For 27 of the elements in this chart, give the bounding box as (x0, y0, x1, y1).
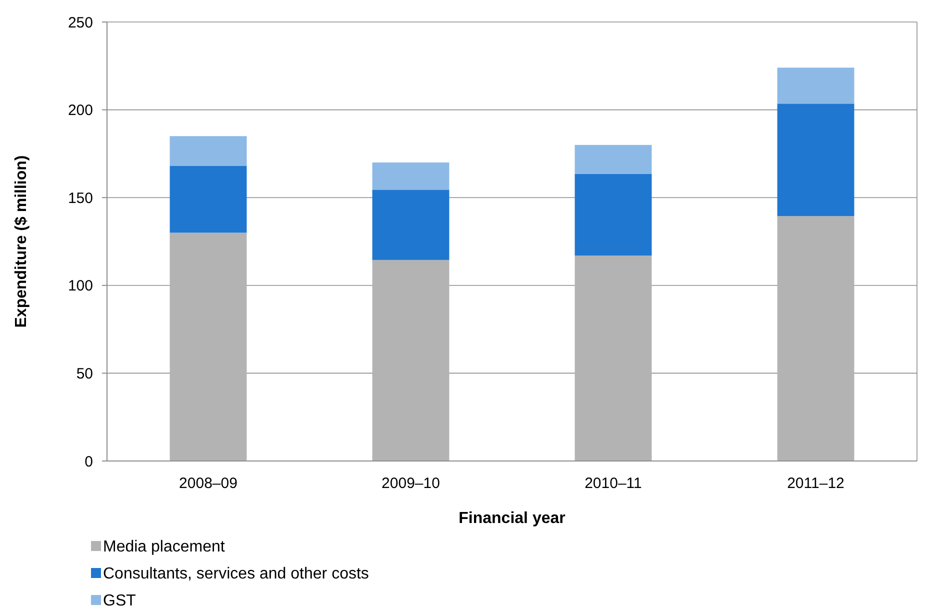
bar (574, 144, 652, 174)
y-tick-label: 150 (68, 190, 93, 207)
bar (372, 260, 450, 461)
y-tick-label: 50 (76, 365, 93, 382)
bar (777, 68, 854, 104)
y-tick-label: 0 (84, 453, 93, 470)
x-tick-label: 2009–10 (382, 475, 440, 492)
bar (777, 104, 854, 216)
bar (574, 256, 652, 461)
bar (574, 174, 652, 256)
x-tick-label: 2011–12 (787, 475, 844, 492)
y-tick-label: 200 (68, 102, 93, 120)
x-tick-label: 2008–09 (179, 475, 238, 492)
x-tick-label: 2010–11 (584, 475, 642, 492)
bar (170, 166, 247, 233)
bar (777, 216, 854, 461)
legend-label: Consultants, services and other costs (103, 566, 369, 583)
legend-label: Media placement (103, 538, 226, 556)
legend-label: GST (103, 592, 136, 610)
y-axis-title: Expenditure ($ million) (13, 155, 30, 328)
x-axis-title: Financial year (458, 510, 566, 527)
bar (372, 162, 450, 190)
bar (372, 190, 450, 260)
bar (170, 136, 247, 166)
bar (170, 232, 247, 461)
y-tick-label: 100 (68, 278, 93, 295)
y-tick-label: 250 (68, 14, 93, 32)
